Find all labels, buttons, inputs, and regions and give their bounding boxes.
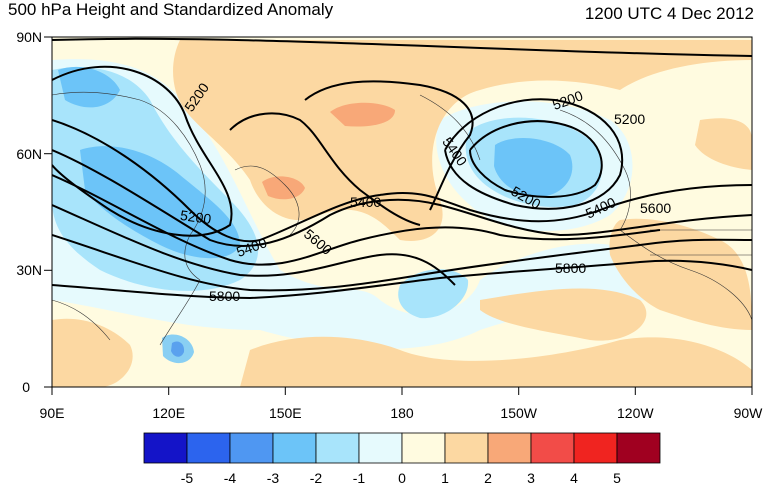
anomaly-region-east-pacific-positive (480, 288, 647, 341)
lat-label: 0 (22, 379, 30, 395)
lon-label: 150E (269, 405, 302, 421)
anomaly-region-east-positive (695, 118, 752, 170)
lon-label: 120W (617, 405, 654, 421)
lon-label: 120E (152, 405, 185, 421)
colorbar-swatch (229, 432, 274, 464)
colorbar-swatch (487, 432, 532, 464)
lat-label: 60N (16, 146, 42, 162)
lon-label: 180 (390, 405, 414, 421)
contour-label: 5200 (179, 207, 212, 227)
colorbar-swatch (315, 432, 360, 464)
colorbar-tick-label: -1 (353, 470, 366, 486)
colorbar-swatch (573, 432, 618, 464)
colorbar-tick-label: 5 (613, 470, 621, 486)
map-datetime: 1200 UTC 4 Dec 2012 (584, 4, 754, 23)
contour-label: 5800 (209, 288, 240, 304)
colorbar-swatch (530, 432, 575, 464)
colorbar-tick-label: 1 (441, 470, 449, 486)
lat-label: 30N (16, 262, 42, 278)
colorbar: -5 -4 -3 -2 -1 0 1 2 3 4 5 (143, 432, 661, 486)
anomaly-region-philippines-negative-3 (162, 334, 194, 364)
anomaly-field (52, 37, 752, 387)
colorbar-tick-label: -3 (267, 470, 280, 486)
lat-axis: 90N 60N 30N 0 (16, 29, 52, 395)
lon-label: 90W (734, 405, 764, 421)
lat-label: 90N (16, 29, 42, 45)
colorbar-swatch (444, 432, 489, 464)
colorbar-swatch (358, 432, 403, 464)
colorbar-swatch (143, 432, 188, 464)
colorbar-tick-label: -5 (181, 470, 194, 486)
height-contours (52, 37, 752, 300)
colorbar-swatch (186, 432, 231, 464)
colorbar-swatch (272, 432, 317, 464)
colorbar-swatch (401, 432, 446, 464)
colorbar-tick-label: -4 (224, 470, 237, 486)
anomaly-region-gulf-alaska-negative-3 (494, 137, 573, 197)
lon-label: 150W (500, 405, 537, 421)
anomaly-region-siberia-negative (58, 66, 120, 108)
colorbar-tick-label: 2 (484, 470, 492, 486)
anomaly-region-east-asia-negative-3 (80, 146, 240, 259)
anomaly-region-west-us-positive (609, 218, 752, 330)
colorbar-tick-label: 4 (570, 470, 578, 486)
anomaly-region-arctic-positive (173, 40, 752, 241)
lon-label: 90E (40, 405, 65, 421)
contour-label: 5200 (614, 111, 645, 127)
anomaly-region-bering-positive-3 (330, 102, 395, 127)
anomaly-region-tropical-positive (240, 336, 752, 387)
colorbar-tick-label: -2 (310, 470, 323, 486)
contour-label: 5800 (555, 260, 586, 276)
contour-label: 5400 (350, 194, 381, 210)
lon-axis: 90E 120E 150E 180 150W 120W 90W (40, 387, 764, 421)
anomaly-region-india-positive (52, 318, 133, 387)
contour-label: 5600 (640, 200, 671, 216)
anomaly-region-kamchatka-positive-3 (262, 176, 305, 200)
colorbar-swatch (616, 432, 661, 464)
colorbar-tick-label: 0 (398, 470, 406, 486)
map-title: 500 hPa Height and Standardized Anomaly (8, 0, 334, 19)
colorbar-tick-label: 3 (527, 470, 535, 486)
